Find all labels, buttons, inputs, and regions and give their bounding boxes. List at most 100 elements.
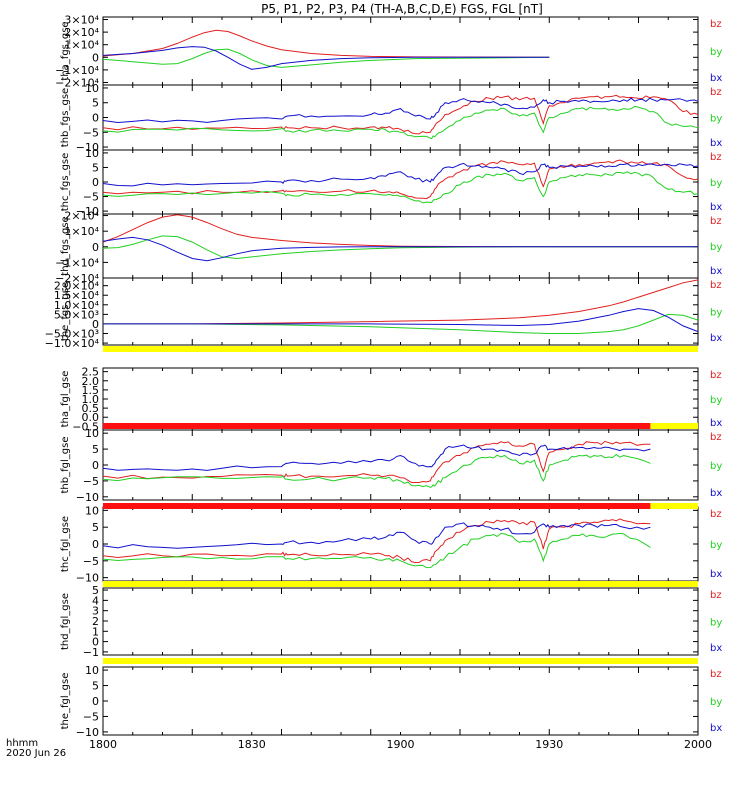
legend-bx: bx bbox=[710, 643, 722, 654]
panel-frame bbox=[102, 506, 699, 582]
status-bar-yellow bbox=[103, 658, 698, 664]
series-by bbox=[102, 105, 699, 140]
y-tick-label: −10 bbox=[76, 572, 99, 585]
panel-frame bbox=[102, 149, 699, 215]
y-tick-label: −0.5 bbox=[72, 420, 99, 433]
y-tick-label: 10 bbox=[85, 82, 99, 95]
x-tick-label: 2000 bbox=[684, 738, 712, 751]
y-tick-label: 4 bbox=[92, 594, 99, 607]
y-tick-label: −2×10⁴ bbox=[55, 76, 99, 89]
y-tick-label: 1 bbox=[92, 625, 99, 638]
y-tick-label: 2.0×10⁴ bbox=[54, 280, 100, 293]
legend-bz: bz bbox=[710, 87, 722, 98]
series-by bbox=[102, 48, 550, 68]
y-tick-label: 10 bbox=[85, 147, 99, 160]
legend-bz: bz bbox=[710, 19, 722, 30]
panel-thc_fgs_gse: 105 0 −5−10 thc_fgs_gse bz by bx bbox=[60, 147, 722, 218]
legend-bz: bz bbox=[710, 370, 722, 381]
y-tick-label: −10 bbox=[76, 726, 99, 739]
series-bx bbox=[102, 444, 651, 471]
series-by bbox=[103, 313, 699, 334]
series-by bbox=[102, 532, 651, 569]
y-tick-label: −1.0×10⁴ bbox=[45, 337, 100, 350]
y-tick-label: −1×10⁴ bbox=[55, 64, 99, 77]
y-tick-label: 0 bbox=[92, 538, 99, 551]
legend-by: by bbox=[710, 540, 722, 551]
x-tick-label: 1830 bbox=[238, 738, 266, 751]
legend-bz: bz bbox=[710, 590, 722, 601]
y-tick-label: 10 bbox=[85, 504, 99, 517]
panel-the_fgs_gse: 2.0×10⁴1.5×10⁴1.0×10⁴5.0×10³0−5.0×10³−1.… bbox=[45, 277, 722, 350]
y-tick-label: −10 bbox=[76, 205, 99, 218]
y-tick-label: −1×10⁴ bbox=[55, 256, 99, 269]
legend-by: by bbox=[710, 308, 722, 319]
legend-by: by bbox=[710, 395, 722, 406]
y-tick-label: 10 bbox=[85, 427, 99, 440]
status-bar-yellow bbox=[650, 503, 698, 509]
y-tick-label: 3×10⁴ bbox=[64, 14, 99, 27]
panel-thb_fgs_gse: 10 5 0−5 −10 thb_fgs_gse bz by bx bbox=[60, 82, 722, 154]
series-bz bbox=[103, 279, 699, 325]
y-tick-label: 1×10⁴ bbox=[64, 39, 99, 52]
panel-frame bbox=[102, 16, 699, 86]
series-bz bbox=[102, 29, 550, 58]
status-bar-yellow bbox=[103, 581, 698, 587]
y-tick-label: −5 bbox=[83, 126, 99, 139]
x-tick-label: 1800 bbox=[89, 738, 117, 751]
legend-by: by bbox=[710, 618, 722, 629]
y-axis-label: the_fgl_gse bbox=[60, 673, 71, 730]
y-axis-label: thd_fgl_gse bbox=[60, 593, 71, 650]
x-axis-label-line1: hhmm bbox=[6, 738, 38, 749]
legend-bz: bz bbox=[710, 669, 722, 680]
legend-bz: bz bbox=[710, 509, 722, 520]
legend-bx: bx bbox=[710, 266, 722, 277]
legend-bx: bx bbox=[710, 73, 722, 84]
series-by bbox=[102, 171, 699, 204]
y-tick-label: 5 bbox=[92, 443, 99, 456]
y-tick-label: −10 bbox=[76, 491, 99, 504]
y-tick-label: 3 bbox=[92, 605, 99, 618]
series-bx bbox=[103, 308, 699, 333]
y-axis-label: thd_fgs_gse bbox=[60, 216, 71, 275]
y-tick-label: 2×10⁴ bbox=[64, 26, 99, 39]
status-bar-red bbox=[103, 423, 651, 429]
y-tick-label: 0 bbox=[92, 636, 99, 649]
panel-frame bbox=[102, 429, 699, 501]
y-tick-label: 5.0×10³ bbox=[54, 308, 99, 321]
y-tick-label: 2 bbox=[92, 615, 99, 628]
y-tick-label: 0.0 bbox=[82, 411, 100, 424]
panel-thc_fgl_gse: 10 5 0 −5 −10 thc_fgl_gse bz by bx bbox=[60, 504, 722, 584]
x-tick-label: 1900 bbox=[387, 738, 415, 751]
y-tick-label: 10 bbox=[85, 664, 99, 677]
x-tick-label: 1930 bbox=[535, 738, 563, 751]
y-tick-label: 1.0 bbox=[82, 393, 100, 406]
y-tick-label: 5 bbox=[92, 161, 99, 174]
legend-by: by bbox=[710, 178, 722, 189]
legend-by: by bbox=[710, 461, 722, 472]
panel-frame bbox=[102, 367, 699, 431]
y-tick-label: −2×10⁴ bbox=[55, 272, 99, 285]
y-axis-label: the_fgs_gse bbox=[60, 282, 71, 341]
status-bar-red bbox=[103, 503, 651, 509]
panel-frame bbox=[102, 587, 699, 656]
legend-bx: bx bbox=[710, 569, 722, 580]
y-tick-label: 0 bbox=[92, 51, 99, 64]
y-tick-label: −5.0×10³ bbox=[45, 328, 99, 341]
y-tick-label: 0 bbox=[92, 112, 99, 125]
chart-title: P5, P1, P2, P3, P4 (TH-A,B,C,D,E) FGS, F… bbox=[261, 2, 543, 16]
y-axis-label: tha_fgs_gse bbox=[60, 21, 71, 80]
x-axis-label-line2: 2020 Jun 26 bbox=[6, 748, 66, 759]
y-tick-label: 1.0×10⁴ bbox=[54, 299, 100, 312]
legend-bz: bz bbox=[710, 432, 722, 443]
legend-bz: bz bbox=[710, 152, 722, 163]
panel-thb_fgl_gse: 10 5 0 −5 −10 thb_fgl_gse bz by bx bbox=[60, 427, 722, 504]
legend-by: by bbox=[710, 114, 722, 125]
panel-the_fgl_gse: 10 5 0 −5 −10 the_fgl_gse bz by bx bbox=[60, 664, 722, 739]
status-bars bbox=[103, 346, 698, 664]
y-tick-label: 0 bbox=[92, 241, 99, 254]
y-tick-label: −10 bbox=[76, 141, 99, 154]
